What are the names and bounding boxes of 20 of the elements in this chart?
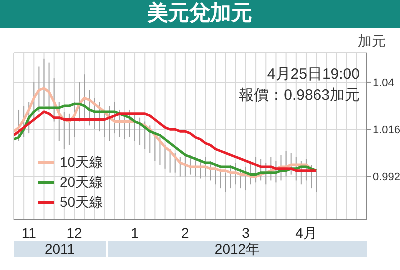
- text: 2011: [14, 241, 106, 257]
- y-tick-label: 0.992: [373, 172, 400, 184]
- y-tick-label: 1.04: [373, 77, 394, 90]
- annotation: 4月25日19:00: [266, 65, 360, 85]
- legend-label: 20天線: [60, 173, 104, 192]
- line-series: [14, 102, 318, 176]
- y-tick-label: 1.016: [373, 124, 400, 137]
- x-tick-label: 3: [242, 224, 250, 241]
- x-tick-label: 12: [66, 224, 83, 241]
- x-tick-label: 2: [182, 224, 190, 241]
- y-axis-title: 加元: [358, 33, 386, 51]
- legend-label: 10天線: [60, 153, 104, 172]
- x-tick-label: 4月: [296, 224, 318, 241]
- text: 2012年: [108, 241, 367, 257]
- legend-label: 50天線: [60, 193, 104, 212]
- x-tick-label: 1: [131, 224, 140, 241]
- line-series: [14, 110, 318, 172]
- x-tick-label: 11: [22, 224, 37, 241]
- chart-title: 美元兌加元: [0, 0, 400, 28]
- annotation: 報價：0.9863加元: [239, 86, 360, 106]
